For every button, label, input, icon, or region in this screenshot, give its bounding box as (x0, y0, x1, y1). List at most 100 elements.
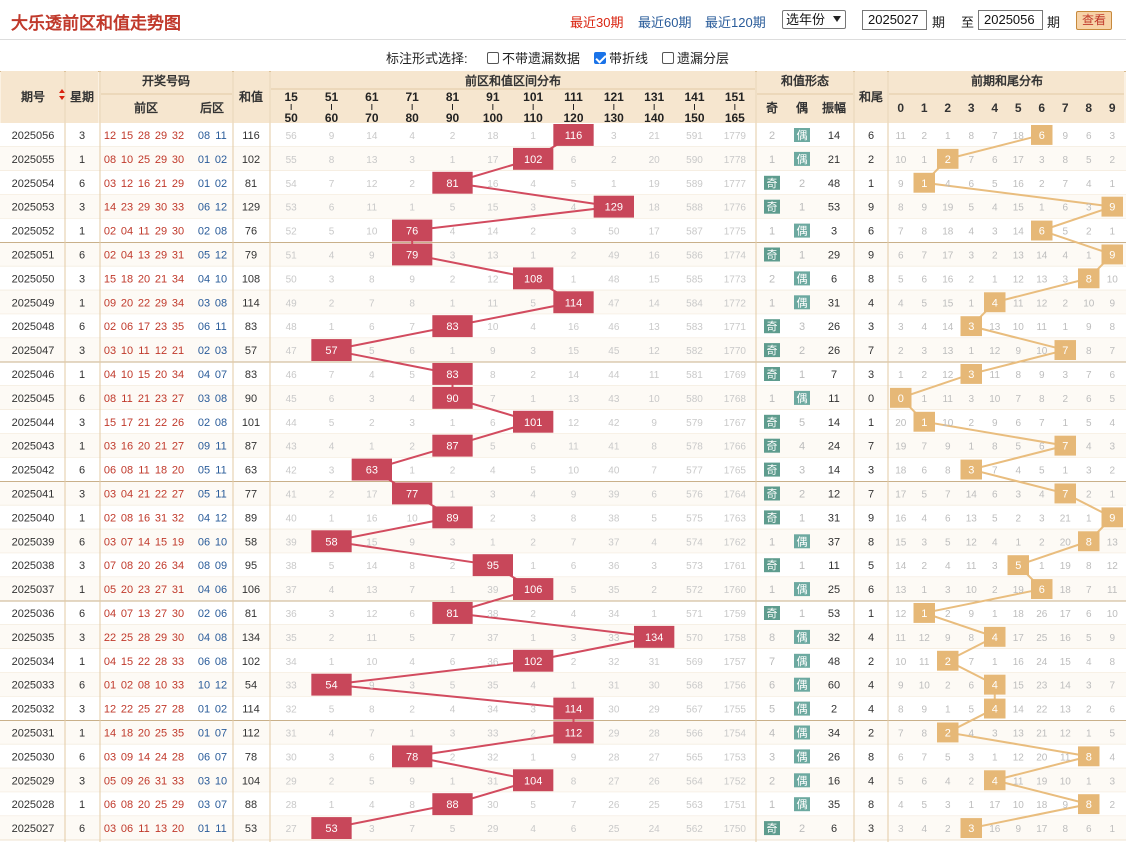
option-polyline[interactable]: 带折线 (594, 48, 648, 67)
front-ball: 21 (155, 178, 167, 190)
header-tail-digit: 8 (1085, 101, 1092, 115)
tail-miss-value: 4 (945, 776, 951, 787)
miss-value: 12 (649, 346, 661, 357)
checkbox-polyline[interactable] (594, 52, 606, 64)
front-ball: 31 (172, 584, 184, 596)
tail-miss-value: 1 (1109, 179, 1115, 190)
period-link-60[interactable]: 最近60期 (638, 15, 692, 30)
front-ball: 06 (104, 465, 116, 477)
cell-odd-miss: 6 (769, 680, 775, 692)
sum-hit-value: 77 (406, 488, 418, 500)
front-ball: 34 (172, 369, 184, 381)
to-issue-input[interactable]: 2025056 (978, 10, 1043, 30)
tail-miss-value: 7 (1109, 346, 1115, 357)
tail-miss-value: 15 (1060, 657, 1072, 668)
sum-hit-box (553, 721, 594, 744)
cell-even-miss: 3 (799, 465, 805, 477)
cell-issue: 2025045 (12, 393, 55, 405)
back-ball: 10 (215, 775, 227, 787)
miss-value: 1759 (724, 609, 747, 620)
cell-tail: 7 (868, 441, 874, 453)
header-range-high: 150 (684, 111, 704, 125)
tail-miss-value: 3 (1086, 203, 1092, 214)
odd-badge (764, 486, 780, 501)
cell-tail: 9 (868, 249, 874, 261)
tail-miss-value: 2 (921, 131, 927, 142)
front-ball: 27 (155, 704, 167, 716)
even-badge-text: 偶 (797, 129, 808, 142)
checkbox-miss-layer[interactable] (662, 52, 674, 64)
tail-miss-value: 1 (921, 585, 927, 596)
tail-miss-value: 12 (1060, 728, 1072, 739)
query-button[interactable]: 查看 (1076, 11, 1112, 30)
back-ball: 11 (215, 488, 226, 500)
tail-miss-value: 2 (968, 776, 974, 787)
miss-value: 574 (686, 537, 703, 548)
miss-value: 4 (369, 800, 375, 811)
tail-miss-value: 4 (1015, 466, 1021, 477)
cell-odd-miss: 1 (769, 584, 775, 596)
table-row (0, 314, 1126, 339)
miss-value: 2 (329, 776, 335, 787)
tail-miss-value: 23 (1036, 681, 1048, 692)
tail-miss-value: 4 (921, 513, 927, 524)
miss-value: 585 (686, 274, 703, 285)
back-ball: 02 (215, 178, 227, 190)
option-miss-layer[interactable]: 遗漏分层 (662, 48, 729, 67)
tail-miss-value: 26 (1036, 609, 1048, 620)
front-ball: 20 (172, 823, 184, 835)
miss-value: 572 (686, 585, 703, 596)
odd-badge (764, 367, 780, 381)
back-ball: 08 (198, 560, 210, 572)
table-row (0, 338, 1126, 362)
miss-value: 4 (369, 370, 375, 381)
year-select[interactable]: 选年份 (782, 10, 846, 29)
cell-odd-miss: 1 (769, 536, 775, 548)
header-amp: 振幅 (822, 100, 846, 115)
front-ball: 02 (104, 226, 116, 238)
miss-value: 2 (450, 466, 456, 477)
miss-value: 34 (487, 705, 499, 716)
cell-odd-miss: 1 (769, 393, 775, 405)
period-link-30[interactable]: 最近30期 (570, 15, 624, 30)
checkbox-no-miss[interactable] (487, 52, 499, 64)
cell-sum: 95 (245, 560, 257, 572)
front-ball: 20 (138, 441, 150, 453)
tail-miss-value: 2 (1109, 155, 1115, 166)
miss-value: 1 (409, 466, 415, 477)
front-ball: 14 (104, 202, 116, 214)
tail-miss-value: 6 (1086, 131, 1092, 142)
tail-miss-value: 6 (898, 752, 904, 763)
cell-sum: 58 (245, 536, 257, 548)
miss-value: 37 (286, 585, 298, 596)
cell-sum: 79 (245, 249, 257, 261)
cell-issue: 2025034 (12, 656, 55, 668)
tail-hit-value: 1 (921, 417, 927, 429)
miss-value: 1766 (724, 442, 747, 453)
miss-value: 1 (409, 203, 415, 214)
miss-value: 18 (649, 203, 661, 214)
miss-value: 3 (530, 346, 536, 357)
miss-value: 38 (608, 513, 620, 524)
miss-value: 583 (686, 322, 703, 333)
cell-odd-miss: 5 (769, 704, 775, 716)
options-label: 标注形式选择: (386, 51, 468, 66)
cell-sum: 108 (242, 273, 260, 285)
sum-hit-value: 81 (446, 608, 458, 620)
miss-value: 19 (649, 179, 661, 190)
miss-value: 35 (608, 585, 620, 596)
front-ball: 21 (172, 345, 184, 357)
tail-hit-box (984, 626, 1006, 647)
period-link-120[interactable]: 最近120期 (705, 15, 766, 30)
odd-badge (764, 319, 780, 334)
miss-value: 568 (686, 681, 703, 692)
option-no-miss[interactable]: 不带遗漏数据 (487, 48, 580, 67)
header-back: 后区 (200, 100, 224, 115)
front-ball: 10 (121, 154, 133, 166)
back-ball: 11 (215, 321, 226, 333)
back-ball: 06 (198, 656, 210, 668)
from-issue-input[interactable]: 2025027 (862, 10, 927, 30)
cell-even-miss: 1 (799, 249, 805, 261)
tail-miss-value: 14 (895, 561, 907, 572)
miss-value: 33 (608, 633, 620, 644)
